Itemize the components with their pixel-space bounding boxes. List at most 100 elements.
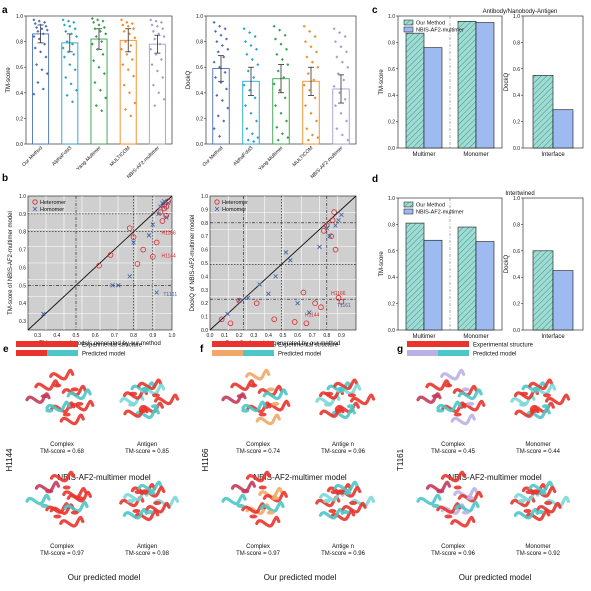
x-tick-label: 0.9 xyxy=(338,333,345,339)
subunit-structure xyxy=(126,499,135,504)
data-point xyxy=(304,104,307,108)
model-caption: Our predicted model xyxy=(459,573,532,582)
data-point xyxy=(253,34,257,38)
data-point xyxy=(122,83,126,87)
y-tick-label: 0.0 xyxy=(513,328,520,334)
complex-structure xyxy=(258,485,267,490)
y-tick-label: 0.6 xyxy=(16,65,23,71)
subunit-label: Antigen xyxy=(137,442,157,448)
complex-structure xyxy=(40,503,49,508)
complex-score: TM-score = 0.68 xyxy=(40,449,85,455)
legend-label-our: Our Method xyxy=(416,203,445,209)
data-point xyxy=(255,119,258,123)
model-caption: NBIS-AF2-multimer model xyxy=(448,473,542,482)
panel-label-e: e xyxy=(3,344,9,355)
data-point xyxy=(212,20,216,24)
subunit-structure xyxy=(150,404,159,409)
x-tick-label: 0.1 xyxy=(221,333,228,339)
complex-structure xyxy=(466,401,475,406)
subunit-structure xyxy=(519,402,528,407)
data-point xyxy=(125,20,129,24)
subunit-structure xyxy=(145,509,154,514)
complex-structure xyxy=(221,493,247,506)
complex-structure xyxy=(75,401,84,406)
homomer-point xyxy=(336,217,341,223)
subunit-structure xyxy=(336,485,362,498)
x-tick-label: 0.4 xyxy=(265,333,272,339)
subunit-label: Monomer xyxy=(525,442,550,448)
data-point xyxy=(40,27,44,31)
subunit-structure xyxy=(333,480,359,493)
data-point xyxy=(285,47,288,51)
data-point xyxy=(342,78,346,82)
heteromer-point xyxy=(159,218,166,224)
x-tick-label: Multimer xyxy=(412,334,435,340)
data-point xyxy=(275,125,279,129)
data-point xyxy=(35,26,39,30)
homomer-point xyxy=(162,199,167,204)
x-tick-label: 0.2 xyxy=(236,333,243,339)
legend-label-predicted: Predicted model xyxy=(278,352,321,358)
subunit-structure xyxy=(517,499,526,504)
data-point xyxy=(280,132,284,136)
legend-bar-predicted-b xyxy=(243,350,274,356)
model-caption: Our predicted model xyxy=(264,573,337,582)
homomer-point xyxy=(131,240,136,245)
heteromer-point xyxy=(338,299,345,305)
chart-c-antibody: Antibody/Nanobody-Antigen 0.0 0.2 0.4 0.6 0.8… xyxy=(379,9,584,158)
homomer-point xyxy=(165,200,171,206)
data-point xyxy=(279,111,283,115)
data-point xyxy=(245,127,249,131)
y-tick-label: 0.4 xyxy=(388,93,395,99)
data-point xyxy=(35,63,39,67)
subunit-structure xyxy=(536,509,545,514)
data-point xyxy=(279,42,283,46)
complex-structure xyxy=(75,496,84,501)
subunit-structure xyxy=(349,495,376,508)
data-point xyxy=(32,92,36,96)
homomer-point xyxy=(236,298,242,303)
legend-label-experimental: Experimental structure xyxy=(278,343,339,349)
complex-structure xyxy=(49,470,76,483)
data-point xyxy=(151,83,155,87)
data-point xyxy=(128,32,132,36)
data-point xyxy=(223,70,227,74)
complex-structure xyxy=(230,379,256,391)
data-point xyxy=(126,68,130,72)
legend-marker-heteromer xyxy=(32,199,38,205)
data-point xyxy=(225,37,228,41)
complex-structure xyxy=(271,496,280,501)
data-point xyxy=(102,72,106,76)
legend-label-homomer: Homomer xyxy=(222,207,246,213)
data-point xyxy=(62,55,66,59)
data-point xyxy=(214,75,217,79)
data-point xyxy=(256,63,260,67)
data-point xyxy=(313,96,317,100)
complex-structure xyxy=(416,493,442,506)
subunit-score: TM-score = 0.96 xyxy=(321,449,366,455)
data-point xyxy=(102,26,106,30)
subunit-score: TM-score = 0.92 xyxy=(516,551,561,557)
data-point xyxy=(125,52,129,56)
y-tick-label: 0.0 xyxy=(388,328,395,334)
y-tick-label: 0.5 xyxy=(201,261,208,267)
panel-label-a: a xyxy=(2,5,8,16)
data-point xyxy=(121,23,125,27)
subunit-structure xyxy=(137,378,163,391)
subunit-structure xyxy=(349,393,376,406)
data-point xyxy=(215,93,219,97)
data-point xyxy=(286,136,290,140)
legend-label-heteromer: Heteromer xyxy=(40,200,66,206)
data-point xyxy=(343,34,347,38)
data-point xyxy=(69,32,73,36)
y-tick-label: 0.0 xyxy=(196,142,203,148)
complex-structure xyxy=(461,510,470,515)
legend-bar-predicted-a xyxy=(407,350,438,356)
complex-structure xyxy=(444,383,453,388)
complex-structure xyxy=(266,387,275,392)
subunit-structure xyxy=(137,480,163,493)
x-tick-label: 0.0 xyxy=(207,333,214,339)
data-point xyxy=(130,58,134,62)
heteromer-point xyxy=(291,319,298,325)
heteromer-point xyxy=(321,228,327,234)
